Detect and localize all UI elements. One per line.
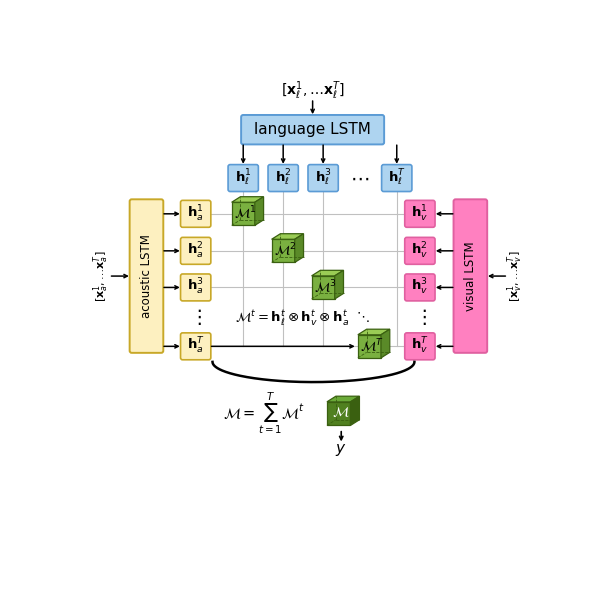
Text: $\mathcal{M}^T$: $\mathcal{M}^T$ [360, 337, 384, 355]
FancyBboxPatch shape [181, 333, 211, 360]
Text: $[\mathbf{x}^1_\ell, \ldots \mathbf{x}^T_\ell]$: $[\mathbf{x}^1_\ell, \ldots \mathbf{x}^T… [281, 80, 345, 102]
Text: $[\mathbf{x}^1_a, \ldots \mathbf{x}^T_a]$: $[\mathbf{x}^1_a, \ldots \mathbf{x}^T_a]… [92, 250, 111, 302]
FancyBboxPatch shape [308, 165, 339, 192]
Text: $\vdots$: $\vdots$ [189, 307, 202, 327]
Polygon shape [327, 402, 351, 425]
Text: language LSTM: language LSTM [254, 122, 371, 137]
Polygon shape [312, 276, 335, 299]
Text: $\vdots$: $\vdots$ [414, 307, 426, 327]
Polygon shape [358, 335, 381, 358]
Text: $\mathcal{M} = \sum_{t=1}^{T} \mathcal{M}^t$: $\mathcal{M} = \sum_{t=1}^{T} \mathcal{M… [223, 391, 305, 436]
FancyBboxPatch shape [241, 115, 384, 145]
Text: $\mathbf{h}^2_\ell$: $\mathbf{h}^2_\ell$ [275, 168, 292, 188]
Text: visual LSTM: visual LSTM [464, 241, 477, 311]
Text: $\mathcal{M}^2$: $\mathcal{M}^2$ [274, 242, 297, 259]
Text: $\mathbf{h}^T_v$: $\mathbf{h}^T_v$ [411, 336, 429, 356]
Polygon shape [271, 234, 304, 240]
Polygon shape [312, 270, 343, 276]
Polygon shape [358, 329, 390, 335]
Text: $\mathbf{h}^T_a$: $\mathbf{h}^T_a$ [187, 336, 204, 356]
Text: $\mathbf{h}^3_v$: $\mathbf{h}^3_v$ [411, 277, 428, 297]
Polygon shape [335, 270, 343, 299]
Polygon shape [381, 329, 390, 358]
FancyBboxPatch shape [228, 165, 259, 192]
FancyBboxPatch shape [405, 333, 435, 360]
FancyBboxPatch shape [268, 165, 298, 192]
FancyBboxPatch shape [405, 201, 435, 227]
Text: $\mathcal{M}^t = \mathbf{h}^t_\ell \otimes \mathbf{h}^t_v \otimes \mathbf{h}^t_a: $\mathcal{M}^t = \mathbf{h}^t_\ell \otim… [235, 309, 370, 328]
Text: $[\mathbf{x}^1_v, \ldots \mathbf{x}^T_v]$: $[\mathbf{x}^1_v, \ldots \mathbf{x}^T_v]… [506, 250, 525, 302]
Polygon shape [351, 396, 359, 425]
Polygon shape [255, 196, 264, 225]
FancyBboxPatch shape [181, 274, 211, 301]
FancyBboxPatch shape [382, 165, 412, 192]
Text: $\cdots$: $\cdots$ [350, 169, 370, 188]
FancyBboxPatch shape [181, 237, 211, 264]
Text: $\mathbf{h}^1_a$: $\mathbf{h}^1_a$ [187, 204, 204, 224]
FancyBboxPatch shape [181, 201, 211, 227]
Text: $\mathbf{h}^2_v$: $\mathbf{h}^2_v$ [411, 241, 428, 261]
Text: $\mathbf{h}^1_v$: $\mathbf{h}^1_v$ [411, 204, 428, 224]
FancyBboxPatch shape [130, 199, 163, 353]
Text: $\mathcal{M}^1$: $\mathcal{M}^1$ [234, 205, 257, 222]
FancyBboxPatch shape [405, 237, 435, 264]
FancyBboxPatch shape [405, 274, 435, 301]
Polygon shape [327, 396, 359, 402]
Polygon shape [232, 202, 255, 225]
Text: $\mathbf{h}^1_\ell$: $\mathbf{h}^1_\ell$ [235, 168, 251, 188]
Polygon shape [232, 196, 264, 202]
Text: $\mathbf{h}^3_\ell$: $\mathbf{h}^3_\ell$ [315, 168, 331, 188]
Polygon shape [271, 240, 295, 263]
Text: $\mathcal{M}^3$: $\mathcal{M}^3$ [314, 278, 337, 296]
Text: $\mathbf{h}^2_a$: $\mathbf{h}^2_a$ [187, 241, 204, 261]
Text: acoustic LSTM: acoustic LSTM [140, 234, 153, 318]
Polygon shape [295, 234, 304, 263]
Text: $\mathbf{h}^3_a$: $\mathbf{h}^3_a$ [187, 277, 204, 297]
FancyBboxPatch shape [454, 199, 487, 353]
Text: $\mathbf{h}^T_\ell$: $\mathbf{h}^T_\ell$ [388, 168, 406, 188]
Text: $y$: $y$ [336, 442, 347, 458]
Text: $\mathcal{M}$: $\mathcal{M}$ [332, 405, 350, 419]
